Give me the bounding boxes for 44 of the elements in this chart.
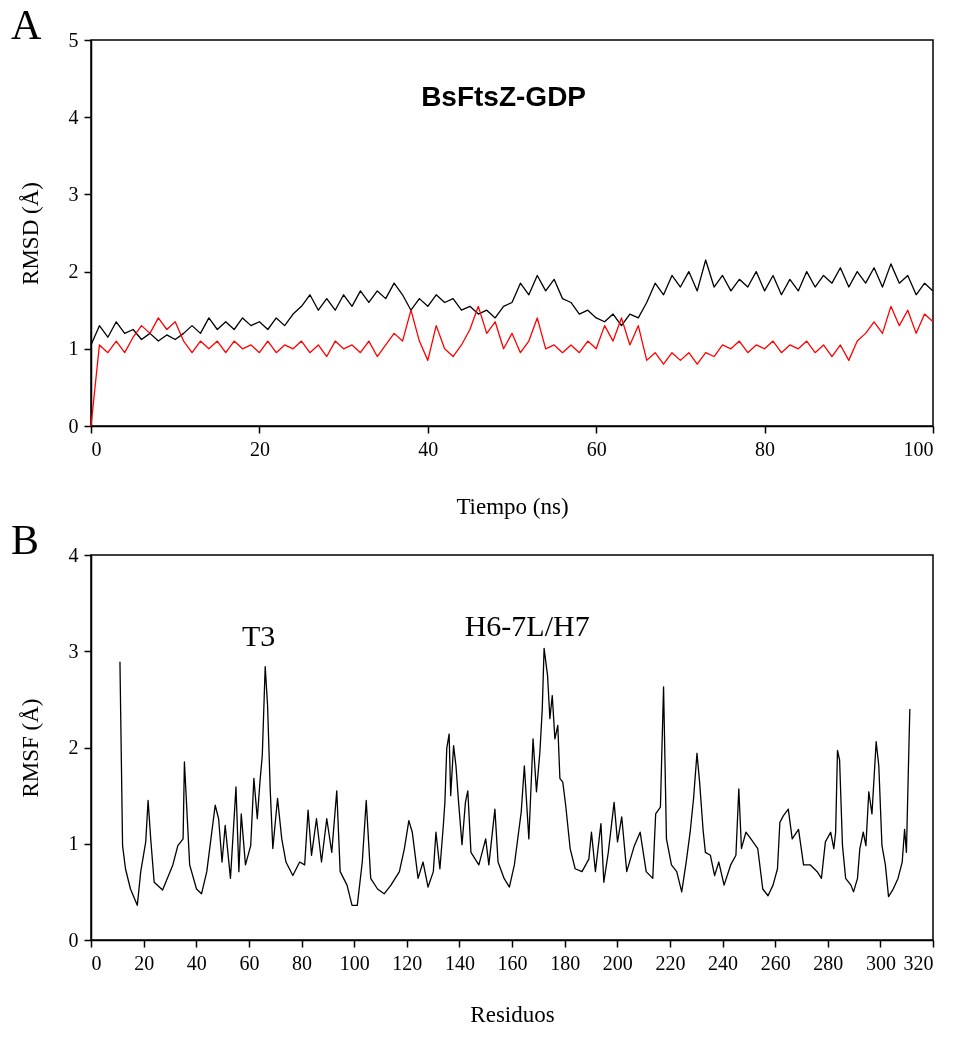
x-tick-label: 20 bbox=[249, 437, 270, 460]
x-tick-label: 0 bbox=[91, 437, 102, 460]
x-tick-label: 320 bbox=[903, 951, 934, 974]
x-tick-label: 220 bbox=[655, 951, 686, 974]
x-tick-label: 0 bbox=[91, 951, 102, 974]
annotation: T3 bbox=[241, 619, 276, 652]
x-tick-label: 200 bbox=[602, 951, 633, 974]
annotation: H6-7L/H7 bbox=[464, 609, 590, 642]
x-tick-label: 100 bbox=[339, 951, 370, 974]
y-tick-label: 5 bbox=[68, 28, 79, 51]
x-axis-title: Residuos bbox=[470, 1001, 555, 1027]
y-tick-label: 1 bbox=[68, 337, 79, 360]
line-series bbox=[119, 647, 911, 906]
y-tick-label: 3 bbox=[68, 182, 79, 205]
x-tick-label: 120 bbox=[392, 951, 423, 974]
x-tick-label: 140 bbox=[444, 951, 475, 974]
x-tick-label: 160 bbox=[497, 951, 528, 974]
x-tick-label: 20 bbox=[134, 951, 155, 974]
x-tick-label: 300 bbox=[865, 951, 896, 974]
y-tick-label: 0 bbox=[68, 414, 79, 437]
y-tick-label: 2 bbox=[68, 736, 79, 758]
x-axis-title: Tiempo (ns) bbox=[456, 493, 569, 519]
x-tick-label: 280 bbox=[813, 951, 844, 974]
x-tick-label: 80 bbox=[755, 437, 776, 460]
y-tick-label: 3 bbox=[68, 639, 79, 662]
annotation: BsFtsZ-GDP bbox=[421, 81, 587, 112]
x-tick-label: 180 bbox=[550, 951, 581, 974]
chart-title: B bbox=[11, 517, 40, 563]
y-tick-label: 2 bbox=[68, 260, 79, 283]
y-axis-title: RMSD (Å) bbox=[17, 182, 43, 285]
x-tick-label: 80 bbox=[292, 951, 312, 974]
y-axis-title: RMSF (Å) bbox=[17, 698, 43, 798]
y-tick-label: 0 bbox=[68, 928, 79, 951]
y-tick-label: 4 bbox=[68, 543, 79, 566]
x-tick-label: 260 bbox=[760, 951, 791, 974]
chart-title: A bbox=[11, 2, 42, 48]
y-tick-label: 1 bbox=[68, 832, 79, 855]
x-tick-label: 40 bbox=[418, 437, 439, 460]
x-tick-label: 100 bbox=[903, 437, 934, 460]
x-tick-label: 240 bbox=[708, 951, 738, 974]
x-tick-label: 60 bbox=[586, 437, 607, 460]
x-tick-label: 40 bbox=[186, 951, 207, 974]
y-tick-label: 4 bbox=[68, 105, 79, 128]
x-tick-label: 60 bbox=[239, 951, 260, 974]
